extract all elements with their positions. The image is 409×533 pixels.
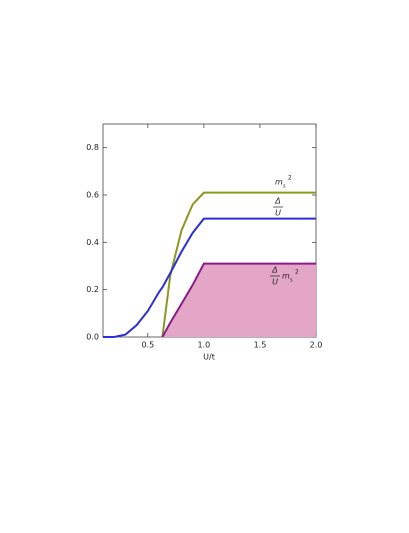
annotation-subscript: s <box>283 184 286 190</box>
x-axis-label: U/t <box>203 353 215 362</box>
x-tick-label: 1.0 <box>198 341 211 350</box>
line <box>103 217 316 338</box>
annotation-subscript: s <box>290 278 293 284</box>
annotation-denominator: U <box>272 278 278 287</box>
annotation-superscript: 2 <box>295 269 299 276</box>
line <box>161 191 316 338</box>
area <box>162 263 316 337</box>
x-tick-label: 1.5 <box>254 341 267 350</box>
y-tick-label: 0.8 <box>86 143 99 152</box>
annotation-text: m <box>275 178 283 187</box>
annotation-superscript: 2 <box>288 175 292 182</box>
line <box>161 262 316 338</box>
x-tick-label: 0.5 <box>141 341 154 350</box>
annotation-numerator: Δ <box>271 266 277 275</box>
y-tick-label: 0.6 <box>86 191 99 200</box>
annotation-text: m <box>282 272 290 281</box>
y-tick-label: 0.4 <box>86 238 99 247</box>
y-tick-label: 0.2 <box>86 285 99 294</box>
annotation-numerator: Δ <box>274 197 280 206</box>
annotation-denominator: U <box>275 209 281 218</box>
x-tick-label: 2.0 <box>310 341 323 350</box>
y-tick-label: 0.0 <box>86 333 99 342</box>
